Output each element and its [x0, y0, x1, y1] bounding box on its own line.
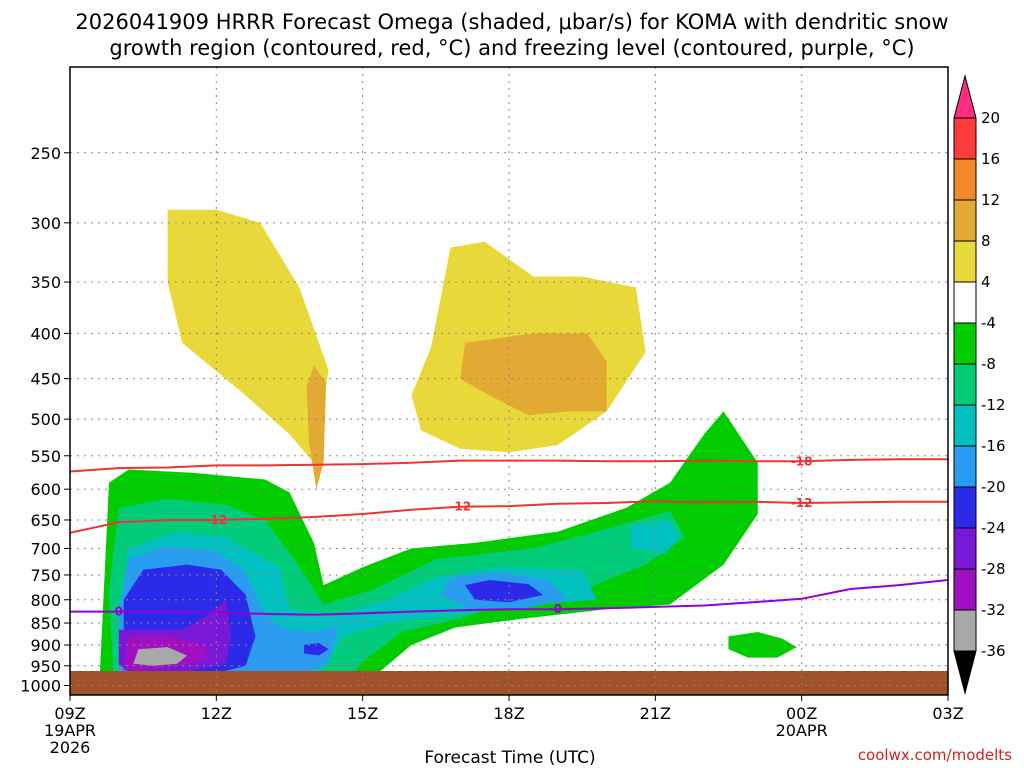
- contour-lines: -18 -12 -12 -12 0 0: [70, 454, 948, 619]
- colorbar-bin-10: [953, 527, 977, 570]
- x-tick-label-15Z: 15Z: [347, 704, 378, 723]
- y-tick-label-450: 450: [30, 370, 61, 389]
- colorbar-bottom-triangle: [953, 650, 977, 695]
- colorbar-bin-2: [953, 199, 977, 242]
- contour-label-freezing-0: 0: [115, 605, 123, 619]
- y-tick-label-500: 500: [30, 410, 61, 429]
- y-axis: 250 300 350 400 450 500 550 600 650 700 750 800 850 9…: [20, 144, 70, 696]
- colorbar-bin-9: [953, 486, 977, 529]
- colorbar-bin-12: [953, 609, 977, 652]
- colorbar-label--20: -20: [981, 478, 1006, 496]
- x-axis-label: Forecast Time (UTC): [424, 748, 595, 768]
- contour-label-dgz-2: -12: [791, 496, 813, 510]
- x-tick-label-12Z: 12Z: [201, 704, 232, 723]
- credit-text[interactable]: coolwx.com/modelts: [858, 746, 1012, 764]
- omega-region-9: [728, 632, 797, 658]
- colorbar-label--36: -36: [981, 642, 1006, 660]
- y-tick-label-650: 650: [30, 511, 61, 530]
- dgz-contour-0: [70, 458, 948, 473]
- colorbar-label--8: -8: [981, 355, 996, 373]
- omega-region-17: [304, 642, 329, 656]
- y-tick-label-400: 400: [30, 324, 61, 343]
- omega-region-20: [133, 647, 188, 666]
- y-tick-label-800: 800: [30, 591, 61, 610]
- colorbar-bin-0: [953, 117, 977, 160]
- colorbar: 20 16 12 8 4 -4 -8 -12 -16 -20 -24 -28 -32 -36: [953, 74, 1006, 695]
- omega-region-7: [460, 333, 607, 416]
- omega-region-0: [94, 112, 353, 686]
- colorbar-label-8: 8: [981, 232, 991, 250]
- colorbar-top-triangle: [953, 74, 977, 119]
- freezing-contour-2: [70, 579, 948, 616]
- colorbar-bin-5: [953, 322, 977, 365]
- omega-region-3: [567, 629, 714, 656]
- y-tick-label-950: 950: [30, 657, 61, 676]
- colorbar-bin-4: [953, 281, 977, 324]
- omega-region-16: [465, 580, 544, 603]
- y-tick-label-750: 750: [30, 566, 61, 585]
- colorbar-label-20: 20: [981, 109, 1000, 127]
- x-tick-label-00Z: 00Z: [786, 704, 817, 723]
- dgz-contour-1: [70, 500, 948, 534]
- x-tick-year-2026: 2026: [50, 738, 91, 757]
- colorbar-label--16: -16: [981, 437, 1006, 455]
- y-tick-label-850: 850: [30, 614, 61, 633]
- y-tick-label-250: 250: [30, 144, 61, 163]
- colorbar-label--24: -24: [981, 519, 1006, 537]
- y-tick-label-1000: 1000: [20, 677, 61, 696]
- colorbar-label--32: -32: [981, 601, 1006, 619]
- chart-title-line2: growth region (contoured, red, °C) and f…: [109, 36, 914, 60]
- x-tick-date-19APR: 19APR: [44, 721, 96, 740]
- contour-label-dgz-1: -12: [449, 500, 471, 514]
- colorbar-label--28: -28: [981, 560, 1006, 578]
- colorbar-bin-7: [953, 404, 977, 447]
- colorbar-bin-11: [953, 568, 977, 611]
- y-tick-label-350: 350: [30, 273, 61, 292]
- colorbar-bin-6: [953, 363, 977, 406]
- colorbar-bin-3: [953, 240, 977, 283]
- contour-label-dgz-0: -12: [205, 513, 227, 527]
- y-tick-label-900: 900: [30, 636, 61, 655]
- x-tick-label-21Z: 21Z: [640, 704, 671, 723]
- colorbar-bin-8: [953, 445, 977, 488]
- x-tick-label-09Z: 09Z: [54, 704, 85, 723]
- contour-label-freezing-1: 0: [554, 602, 562, 616]
- y-tick-label-550: 550: [30, 447, 61, 466]
- omega-region-4: [167, 209, 329, 463]
- colorbar-label--12: -12: [981, 396, 1006, 414]
- x-tick-label-03Z: 03Z: [932, 704, 963, 723]
- colorbar-label-4: 4: [981, 273, 991, 291]
- colorbar-bin-1: [953, 158, 977, 201]
- y-tick-label-700: 700: [30, 539, 61, 558]
- contour-label-dgz-0: -18: [791, 454, 813, 468]
- omega-region-2: [796, 434, 870, 612]
- chart-title-line1: 2026041909 HRRR Forecast Omega (shaded, …: [75, 10, 948, 34]
- x-tick-date-20APR: 20APR: [776, 721, 828, 740]
- x-tick-label-18Z: 18Z: [493, 704, 524, 723]
- omega-region-6: [306, 365, 327, 490]
- colorbar-label-12: 12: [981, 191, 1000, 209]
- colorbar-label--4: -4: [981, 314, 996, 332]
- y-tick-label-300: 300: [30, 214, 61, 233]
- colorbar-label-16: 16: [981, 150, 1000, 168]
- y-tick-label-600: 600: [30, 480, 61, 499]
